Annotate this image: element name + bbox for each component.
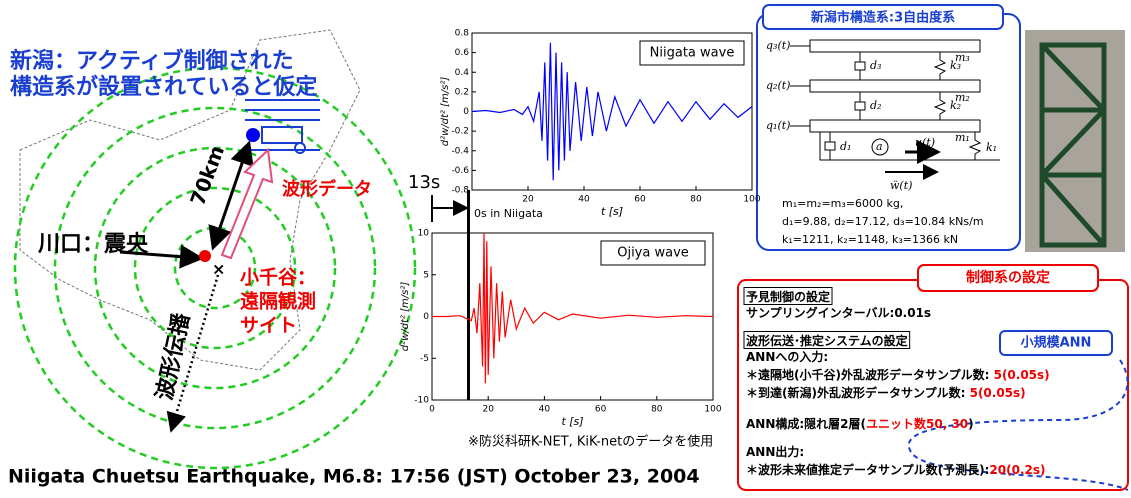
y-tick-label: 10 — [418, 229, 430, 239]
x-axis-label: t [s] — [561, 415, 583, 428]
x-tick-label: 80 — [651, 405, 663, 415]
y-tick-label: 0 — [423, 312, 429, 322]
x-tick-label: 40 — [539, 405, 551, 415]
control-text: 予見制御の設定 — [746, 289, 830, 304]
x-tick-label: 100 — [743, 195, 760, 205]
control-line: サンプリングインターバル:0.01s — [746, 305, 931, 320]
d3-label: d₃ — [870, 59, 881, 72]
control-text: 20(0.2s) — [989, 463, 1045, 477]
control-line: 波形伝送･推定システムの設定 — [746, 333, 908, 348]
ground-accel-label: ẅ(t) — [890, 179, 912, 192]
offset-label: 13s — [408, 172, 440, 193]
q2-label: q₂(t) — [766, 79, 790, 92]
legend-label: Niigata wave — [650, 46, 735, 61]
x-tick-label: 20 — [482, 405, 494, 415]
y-tick-label: 0.6 — [455, 48, 470, 58]
y-tick-label: 0.8 — [455, 29, 470, 39]
y-tick-label: 0.2 — [455, 87, 469, 97]
site-label: 遠隔観測 — [240, 290, 316, 313]
y-axis-label: d²w/dt² [m/s²] — [400, 282, 411, 352]
y-tick-label: -0.2 — [451, 127, 469, 137]
x-tick-label: 0 — [429, 405, 435, 415]
param: m₁=m₂=m₃=6000 kg, — [782, 197, 903, 210]
x-tick-label: 40 — [578, 195, 590, 205]
q1-label: q₁(t) — [766, 119, 790, 132]
control-text: 波形伝送･推定システムの設定 — [746, 333, 908, 348]
actuator-label: a — [876, 140, 883, 153]
control-text: ＊到達(新潟)外乱波形データサンプル数: — [746, 385, 970, 400]
y-tick-label: -10 — [414, 396, 429, 406]
k1-label: k₁ — [986, 141, 997, 154]
param: d₁=9.88, d₂=17.12, d₃=10.84 kNs/m — [782, 215, 984, 228]
d1-label: d₁ — [840, 140, 851, 153]
source-note: ※防災科研K-NET, KiK-netのデータを使用 — [468, 434, 713, 450]
y-tick-label: -0.8 — [451, 186, 469, 196]
slide: × 新潟：アクティブ制御された 構造系が設置されていると仮定 70km 波形デー… — [0, 0, 1131, 494]
m1-label: m₁ — [955, 131, 970, 144]
control-line: ＊波形未来値推定データサンプル数(予測長):20(0.2s) — [746, 462, 1046, 477]
footer: Niigata Chuetsu Earthquake, M6.8: 17:56 … — [8, 466, 700, 488]
control-text: 5(0.05s) — [970, 386, 1026, 400]
structure-panel: 新潟市構造系:3自由度系 q₃(t) m₃ d₃ k₃ q₂(t) m₂ d₂ … — [757, 5, 1125, 252]
u-label: u(t) — [915, 136, 935, 149]
control-line: ＊到達(新潟)外乱波形データサンプル数: 5(0.05s) — [746, 385, 1026, 400]
control-text: ANN構成:隠れ層2層( — [746, 416, 866, 431]
control-text: 5(0.05s) — [994, 368, 1050, 382]
x-tick-label: 60 — [595, 405, 607, 415]
control-line: 予見制御の設定 — [746, 289, 830, 304]
x-tick-label: 60 — [634, 195, 646, 205]
control-title: 制御系の設定 — [966, 269, 1050, 286]
param: k₁=1211, k₂=1148, k₃=1366 kN — [782, 233, 958, 246]
site-label: サイト — [240, 315, 297, 337]
x-tick-label: 80 — [690, 195, 702, 205]
structure-title: 新潟市構造系:3自由度系 — [811, 10, 955, 26]
control-text: ANN出力: — [746, 444, 804, 459]
y-tick-label: 0 — [463, 107, 469, 117]
k2-label: k₂ — [950, 99, 961, 112]
q3-label: q₃(t) — [766, 39, 790, 52]
map-title: 新潟：アクティブ制御された — [10, 48, 294, 74]
control-text: ) — [968, 417, 973, 431]
x-tick-label: 100 — [704, 405, 721, 415]
control-line: ＊遠隔地(小千谷)外乱波形データサンプル数: 5(0.05s) — [746, 367, 1050, 382]
control-text: ユニット数50, 30 — [866, 416, 968, 431]
x-axis-label: t [s] — [601, 205, 623, 218]
y-tick-label: -5 — [420, 354, 429, 364]
control-line: ANN出力: — [746, 444, 804, 459]
y-axis-label: d²w/dt² [m/s²] — [440, 77, 451, 147]
zero-label: 0s in Niigata — [474, 207, 543, 220]
map-title: 構造系が設置されていると仮定 — [10, 74, 317, 100]
control-line: ANNへの入力: — [746, 349, 828, 364]
y-tick-label: 5 — [423, 270, 429, 280]
page: {"map":{"title":["新潟：アクティブ制御された","構造系が設置… — [0, 0, 1131, 498]
badge: 小規模ANN — [1021, 335, 1092, 351]
legend-label: Ojiya wave — [617, 246, 689, 261]
y-tick-label: -0.4 — [451, 146, 469, 156]
waveform-label: 波形データ — [282, 178, 372, 200]
site-label: 小千谷： — [240, 267, 316, 289]
photo — [1025, 30, 1125, 252]
d2-label: d₂ — [870, 99, 881, 112]
epicenter-label: 川口：震央 — [37, 231, 149, 257]
control-text: サンプリングインターバル:0.01s — [746, 305, 931, 320]
y-tick-label: 0.4 — [455, 68, 470, 78]
map: × 新潟：アクティブ制御された 構造系が設置されていると仮定 70km 波形デー… — [10, 30, 415, 468]
control-text: ＊遠隔地(小千谷)外乱波形データサンプル数: — [746, 367, 994, 382]
y-tick-label: -0.6 — [451, 166, 469, 176]
control-text: ＊波形未来値推定データサンプル数(予測長): — [746, 462, 989, 477]
k3-label: k₃ — [950, 59, 961, 72]
control-line: ANN構成:隠れ層2層(ユニット数50, 30) — [746, 416, 974, 431]
x-tick-label: 20 — [522, 195, 534, 205]
control-text: ANNへの入力: — [746, 349, 828, 364]
